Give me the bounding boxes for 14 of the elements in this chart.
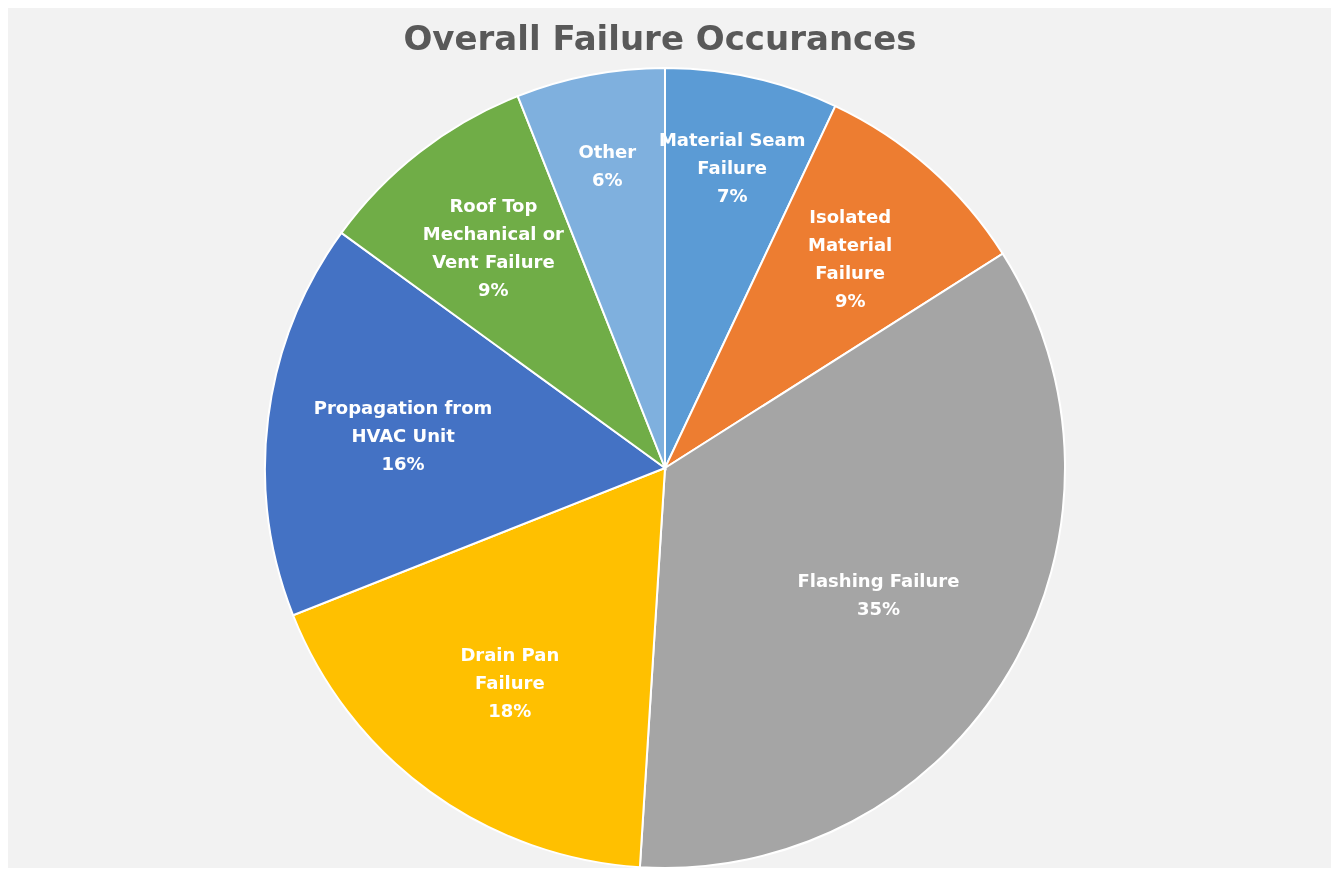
data-label: 9% bbox=[478, 278, 509, 300]
slice-label: Flashing Failure bbox=[797, 569, 960, 591]
data-label: 7% bbox=[716, 184, 748, 206]
slice-label: Propagation from HVAC Unit bbox=[313, 396, 493, 446]
data-label: 16% bbox=[381, 452, 425, 474]
data-label: 6% bbox=[592, 168, 623, 190]
data-label: 9% bbox=[834, 289, 866, 311]
data-label: 35% bbox=[856, 597, 901, 619]
slice-label: Roof Top Mechanical or Vent Failure bbox=[422, 194, 565, 272]
slice-label: Other bbox=[578, 140, 637, 162]
slice-label: Isolated Material Failure bbox=[808, 205, 893, 283]
slice-label: Drain Pan Failure bbox=[460, 643, 560, 693]
chart-title: Overall Failure Occurances bbox=[403, 18, 917, 58]
data-label: 18% bbox=[488, 699, 532, 721]
